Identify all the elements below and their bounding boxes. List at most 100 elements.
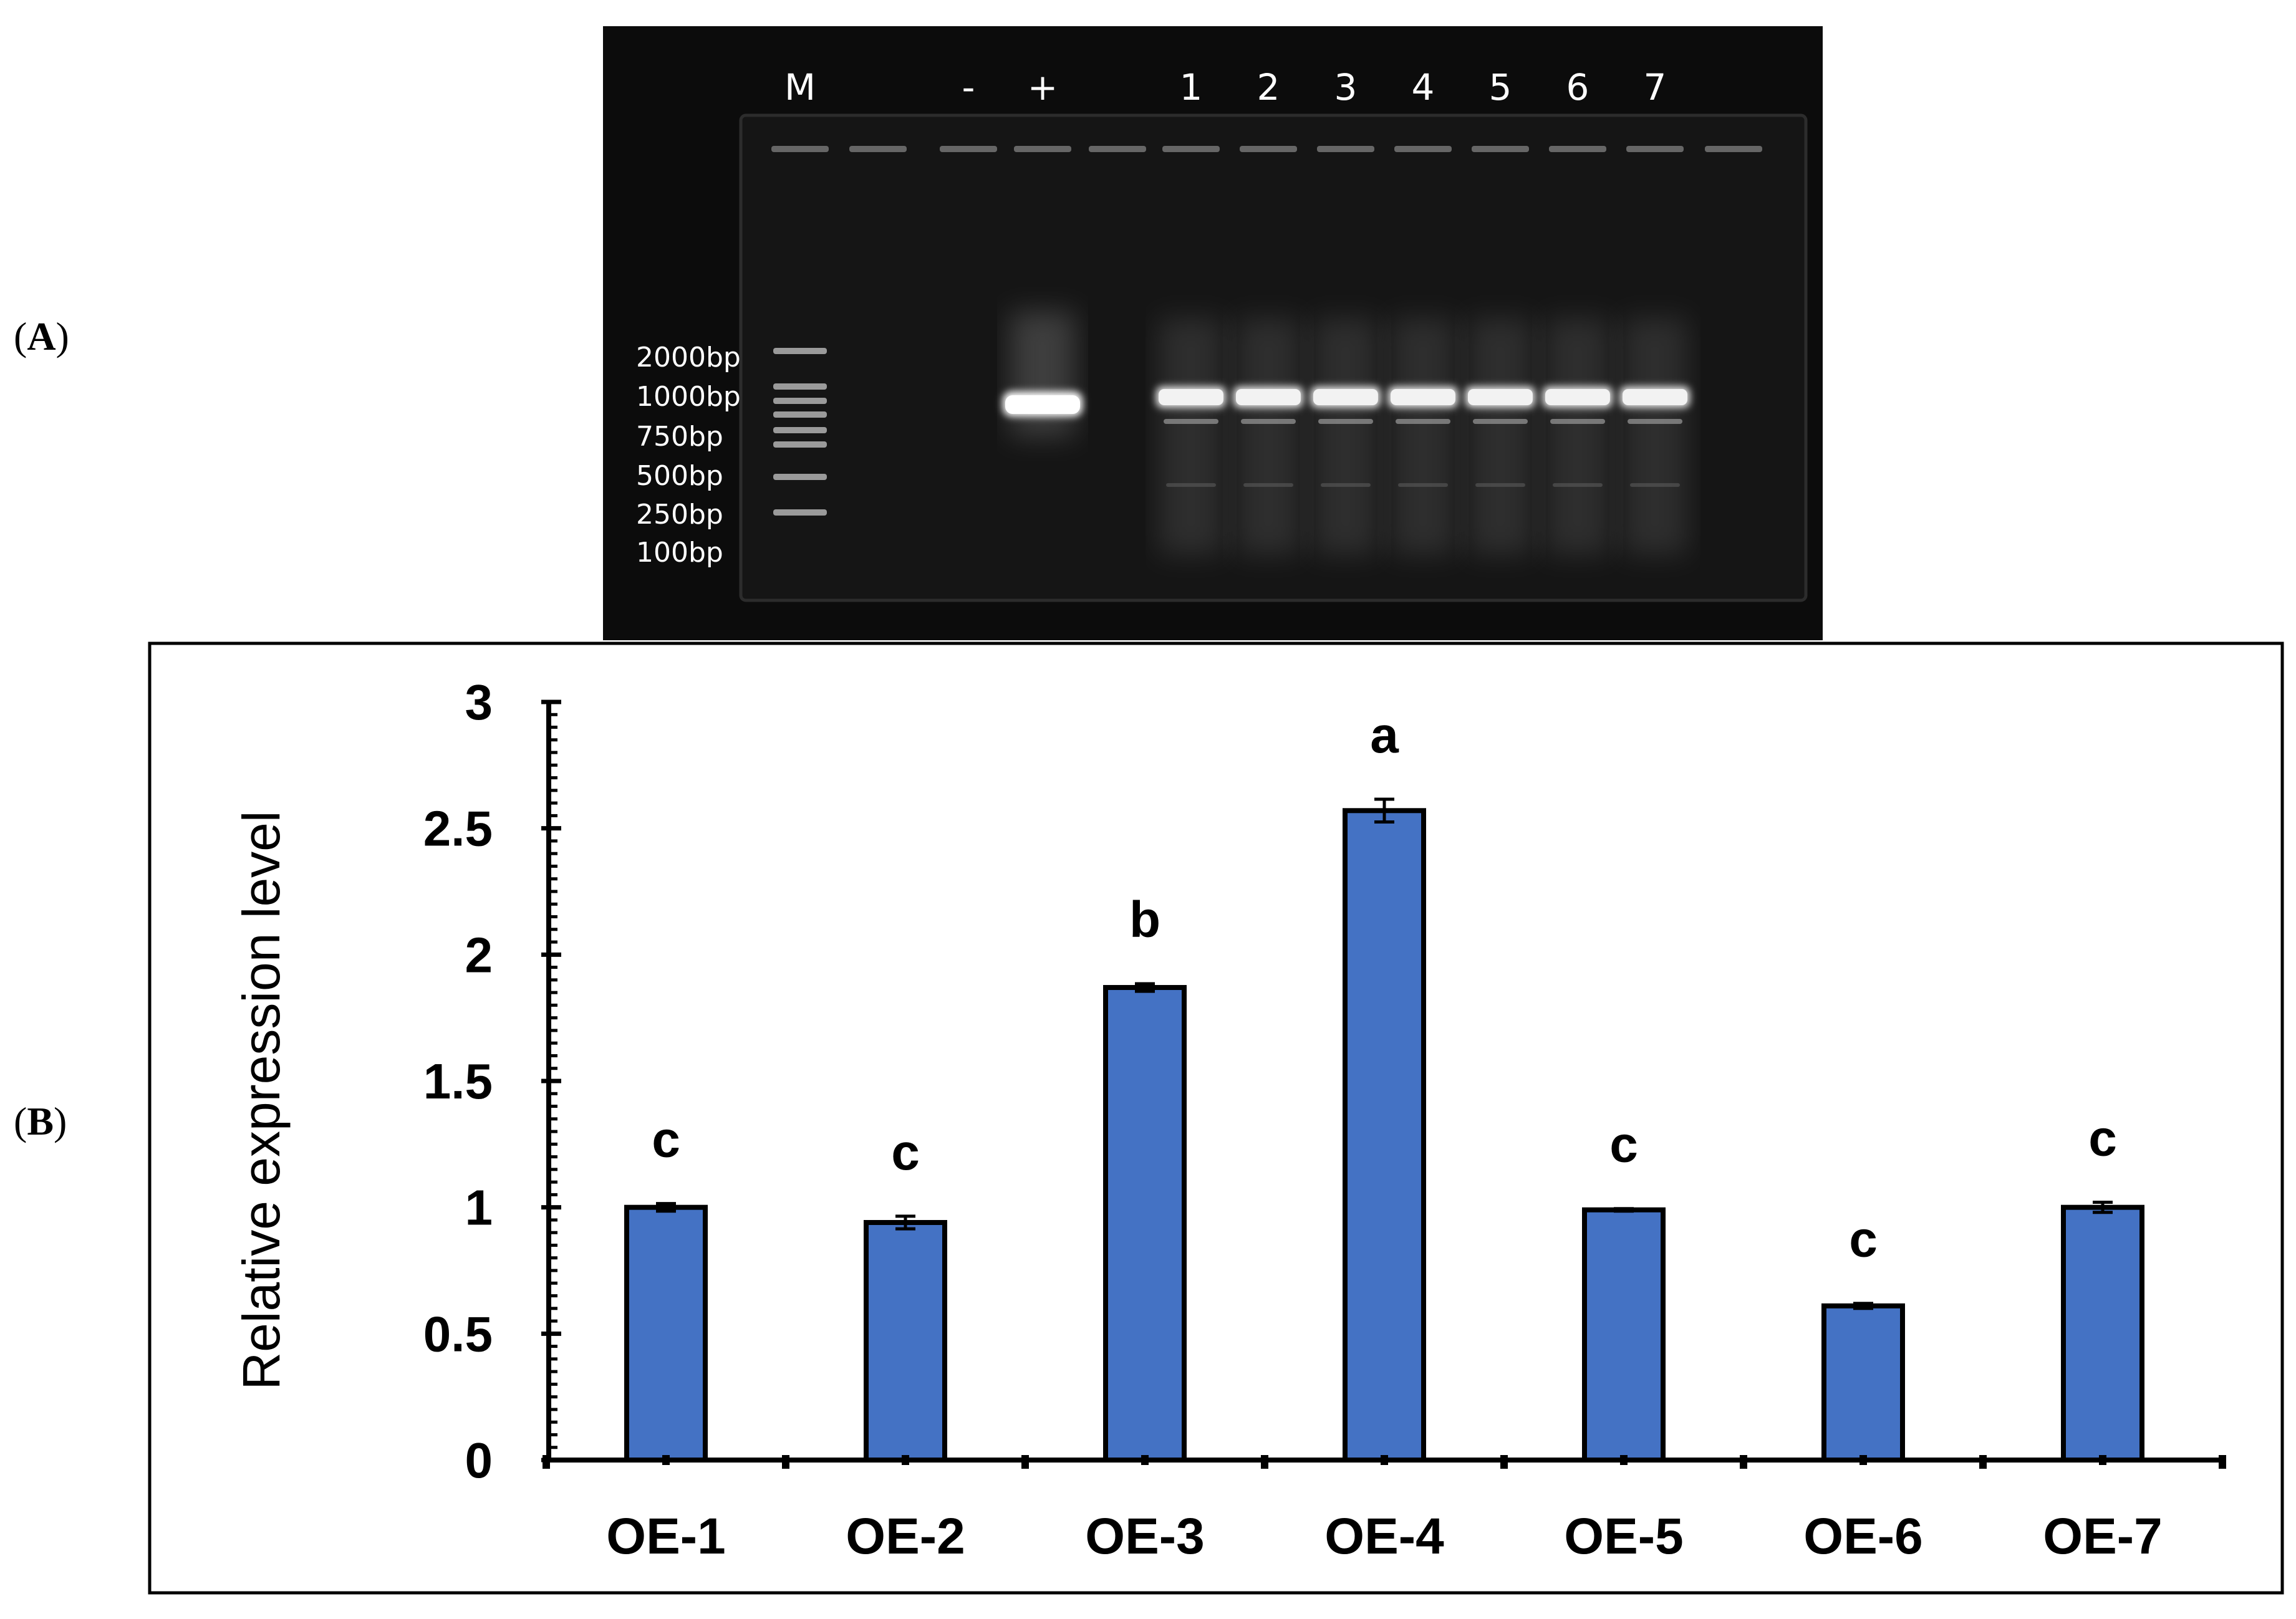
gel-lane-label: 6 (1566, 66, 1589, 108)
gel-well (771, 146, 829, 152)
sample-band-minor (1241, 419, 1296, 424)
gel-well (1317, 146, 1374, 152)
positive-band (1005, 395, 1080, 414)
x-tick-label: OE-4 (1324, 1508, 1444, 1565)
x-tick-label: OE-1 (606, 1508, 725, 1565)
sample-smear (1391, 318, 1455, 555)
gel-marker-label: 1000bp (636, 381, 741, 413)
sample-band-faint (1243, 483, 1293, 487)
ladder-band (773, 398, 827, 404)
x-tick-label: OE-6 (1803, 1508, 1922, 1565)
gel-marker-label: 2000bp (636, 342, 741, 373)
y-tick-labels: 0 0.5 1 1.5 2 2.5 3 (423, 675, 493, 1488)
gel-lane-label: 1 (1180, 66, 1203, 108)
x-tick-labels: OE-1 OE-2 OE-3 OE-4 OE-5 OE-6 OE-7 (606, 1508, 2162, 1565)
sample-band-faint (1321, 483, 1371, 487)
sample-band-faint (1553, 483, 1603, 487)
ladder-band (773, 509, 827, 516)
sample-band-faint (1630, 483, 1680, 487)
y-tick-label: 1.5 (423, 1054, 493, 1109)
significance-letter: c (1609, 1117, 1638, 1173)
x-axis (543, 1455, 2226, 1469)
bars (624, 808, 2144, 1465)
gel-lane-label: 3 (1334, 66, 1358, 108)
ladder-band (773, 411, 827, 418)
panel-label-b-letter: B (27, 1099, 54, 1143)
sample-band (1545, 389, 1610, 405)
gel-well (1089, 146, 1146, 152)
panel-label-a-close: ) (55, 314, 69, 358)
significance-letter: c (2088, 1110, 2117, 1167)
bar (1343, 808, 1426, 1463)
sample-band-faint (1166, 483, 1216, 487)
panel-label-b-open: ( (14, 1099, 27, 1143)
bar (2061, 1204, 2144, 1463)
gel-lane-label: 2 (1257, 66, 1280, 108)
gel-well (849, 146, 907, 152)
sample-band-minor (1550, 419, 1605, 424)
gel-lane-label: 4 (1412, 66, 1435, 108)
sample-band-faint (1398, 483, 1448, 487)
y-tick-label: 2.5 (423, 801, 493, 857)
gel-lane-label: 5 (1489, 66, 1512, 108)
chart-frame (148, 641, 2284, 1595)
significance-letter: b (1129, 891, 1160, 948)
x-tick-label: OE-5 (1564, 1508, 1683, 1565)
sample-band-faint (1475, 483, 1525, 487)
sample-band (1623, 389, 1687, 405)
bar (1582, 1207, 1666, 1463)
sample-band-minor (1396, 419, 1450, 424)
gel-lane-label: - (962, 66, 975, 108)
gel-marker-labels: 2000bp 1000bp 750bp 500bp 250bp 100bp (636, 342, 741, 569)
y-axis-title: Relative expression level (232, 810, 291, 1390)
y-tick-label: 1 (465, 1180, 493, 1236)
gel-well (1549, 146, 1606, 152)
significance-letter: a (1370, 707, 1399, 764)
sample-band-minor (1628, 419, 1682, 424)
sample-smear (1236, 318, 1301, 555)
panel-label-b: (B) (14, 1098, 67, 1145)
gel-well (1394, 146, 1452, 152)
bar (1821, 1303, 1905, 1463)
x-tick-label: OE-7 (2043, 1508, 2162, 1565)
gel-lane-label: + (1028, 66, 1058, 108)
gel-well (940, 146, 997, 152)
y-tick-label: 2 (465, 927, 493, 982)
sample-band (1468, 389, 1533, 405)
gel-sample-bands (1003, 312, 1690, 555)
y-tick-label: 0 (465, 1433, 493, 1488)
gel-well (1626, 146, 1684, 152)
gel-well (1472, 146, 1529, 152)
sample-band-minor (1473, 419, 1528, 424)
panel-label-a-letter: A (27, 314, 56, 358)
gel-image: M - +1 2 3 4 5 6 7 2000bp 1000bp 750bp 500bp 250bp 10… (603, 26, 1823, 640)
sample-band (1236, 389, 1301, 405)
significance-letter: c (652, 1112, 680, 1168)
significance-letters: c c b a c c c (652, 707, 2117, 1268)
significance-letter: c (1849, 1211, 1878, 1268)
sample-band-minor (1318, 419, 1373, 424)
bar (624, 1204, 708, 1463)
sample-band (1313, 389, 1378, 405)
sample-band (1391, 389, 1455, 405)
gel-wells (771, 146, 1762, 152)
gel-well (1162, 146, 1220, 152)
sample-smear (1313, 318, 1378, 555)
gel-lane-label: 7 (1644, 66, 1667, 108)
sample-band (1159, 389, 1223, 405)
gel-well (1705, 146, 1762, 152)
positive-smear (1010, 312, 1075, 436)
gel-well (1014, 146, 1071, 152)
sample-smear (1159, 318, 1223, 555)
gel-ladder (773, 348, 827, 516)
ladder-band (773, 427, 827, 433)
y-tick-label: 0.5 (423, 1306, 493, 1362)
significance-letter: c (891, 1124, 920, 1181)
bar (864, 1219, 947, 1463)
gel-marker-label: 100bp (636, 537, 723, 569)
x-tick-label: OE-3 (1085, 1508, 1204, 1565)
gel-well (1240, 146, 1297, 152)
sample-band-minor (1164, 419, 1218, 424)
